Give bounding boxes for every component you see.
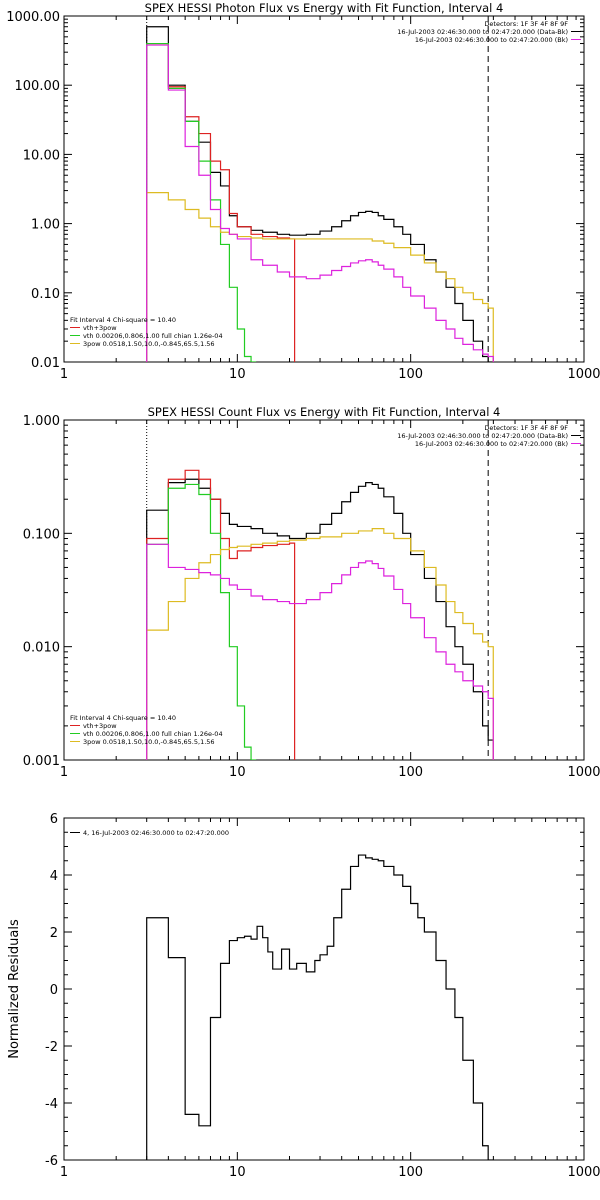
legend-entry-4: 3pow 0.0518,1.50,10.0,-0.845,65.5,1.56: [83, 340, 215, 348]
legend-entry-2: vth+3pow: [83, 324, 117, 332]
info-line-3: 16-Jul-2003 02:46:30.000 to 02:47:20.000…: [415, 36, 568, 44]
plot-area: [146, 854, 494, 1160]
y-tick-label: 1.000: [23, 414, 60, 429]
chart-title: SPEX HESSI Count Flux vs Energy with Fit…: [148, 405, 501, 419]
y-tick-label: 4: [50, 869, 58, 884]
legend-entry-1: Fit Interval 4 Chi-square = 10.40: [70, 316, 176, 324]
series-line-4: [146, 528, 494, 760]
chart-1: SPEX HESSI Photon Flux vs Energy with Fi…: [6, 1, 600, 382]
y-tick-label: 0.001: [23, 754, 60, 769]
legend-entry-1: 4, 16-Jul-2003 02:46:30.000 to 02:47:20.…: [83, 829, 229, 837]
chart-2: SPEX HESSI Count Flux vs Energy with Fit…: [23, 405, 600, 780]
series-line-1: [146, 26, 494, 362]
info-line-1: Detectors: 1F 3F 4F 8F 9F: [484, 424, 568, 432]
series-line-1: [146, 854, 494, 1160]
info-line-2: 16-Jul-2003 02:46:30.000 to 02:47:20.000…: [397, 432, 568, 440]
y-tick-label: 2: [50, 926, 58, 941]
y-tick-label: 1000.00: [6, 10, 60, 25]
x-tick-label: 1: [60, 765, 68, 780]
info-line-1: Detectors: 1F 3F 4F 8F 9F: [484, 20, 568, 28]
x-tick-label: 10: [229, 1165, 246, 1180]
plot-area: [146, 16, 494, 362]
series-line-1: [146, 478, 494, 760]
x-tick-label: 1: [60, 367, 68, 382]
chart-title: SPEX HESSI Photon Flux vs Energy with Fi…: [145, 1, 504, 15]
series-line-5: [146, 44, 494, 362]
legend-entry-2: vth+3pow: [83, 722, 117, 730]
info-line-2: 16-Jul-2003 02:46:30.000 to 02:47:20.000…: [397, 28, 568, 36]
y-tick-label: 100.00: [15, 79, 61, 94]
x-tick-label: 1: [60, 1165, 68, 1180]
y-tick-label: -2: [45, 1040, 58, 1055]
x-tick-label: 1000: [567, 765, 600, 780]
series-line-5: [146, 543, 494, 760]
y-tick-label: 0.01: [31, 356, 60, 371]
y-tick-label: 10.00: [23, 148, 60, 163]
chart-3: 1 10 100 1000 -6 -4 -2 0 2 4 6 Normalized Residuals…: [7, 812, 600, 1180]
plot-frame: [63, 817, 585, 1161]
legend-entry-3: vth 0.00206,0.806,1.00 full chian 1.26e-…: [83, 332, 223, 340]
series-line-4: [146, 192, 494, 362]
x-tick-label: 1000: [567, 367, 600, 382]
x-tick-label: 100: [398, 1165, 423, 1180]
series-line-3: [146, 483, 257, 760]
legend-entry-4: 3pow 0.0518,1.50,10.0,-0.845,65.5,1.56: [83, 738, 215, 746]
plot-area: [146, 420, 494, 760]
x-tick-label: 100: [398, 367, 423, 382]
y-tick-label: -4: [45, 1097, 58, 1112]
info-line-3: 16-Jul-2003 02:46:30.000 to 02:47:20.000…: [415, 440, 568, 448]
legend-entry-1: Fit Interval 4 Chi-square = 10.40: [70, 714, 176, 722]
y-tick-label: 0.10: [31, 287, 60, 302]
y-tick-label: 0: [50, 983, 58, 998]
y-tick-label: 1.00: [31, 218, 60, 233]
plot-frame: [63, 419, 585, 761]
series-line-3: [146, 42, 257, 362]
y-tick-label: 0.010: [23, 641, 60, 656]
y-axis-label: Normalized Residuals: [7, 919, 22, 1059]
legend-entry-3: vth 0.00206,0.806,1.00 full chian 1.26e-…: [83, 730, 223, 738]
y-tick-label: -6: [45, 1154, 58, 1169]
x-tick-label: 100: [398, 765, 423, 780]
y-tick-label: 0.100: [23, 527, 60, 542]
x-tick-label: 1000: [567, 1165, 600, 1180]
y-tick-label: 6: [50, 812, 58, 827]
plot-frame: [63, 15, 585, 363]
x-tick-label: 10: [229, 367, 246, 382]
x-tick-label: 10: [229, 765, 246, 780]
